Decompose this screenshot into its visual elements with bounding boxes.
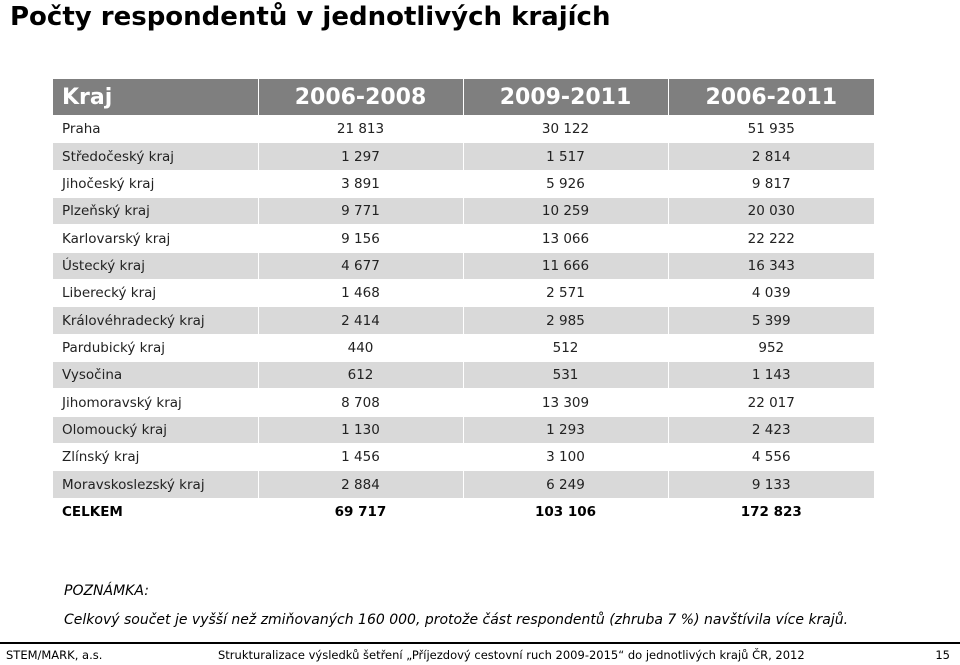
table-row: Praha 21 813 30 122 51 935 xyxy=(53,114,874,143)
column-header-kraj: Kraj xyxy=(53,79,259,116)
footer-company: STEM/MARK, a.s. xyxy=(6,648,103,662)
note-label: POZNÁMKA: xyxy=(64,583,149,599)
value-2006-2008: 1 456 xyxy=(258,443,464,471)
region-name: Jihočeský kraj xyxy=(53,169,259,198)
region-name: Středočeský kraj xyxy=(53,142,259,171)
value-2009-2011: 2 571 xyxy=(463,279,669,307)
table-row: Zlínský kraj 1 456 3 100 4 556 xyxy=(53,443,874,471)
value-2006-2011: 9 133 xyxy=(668,470,874,499)
region-name: Zlínský kraj xyxy=(53,443,259,471)
footer-divider xyxy=(0,642,960,644)
region-name: Liberecký kraj xyxy=(53,279,259,307)
footer: STEM/MARK, a.s. Strukturalizace výsledků… xyxy=(0,648,960,665)
total-label: CELKEM xyxy=(53,497,259,526)
table-row: Pardubický kraj 440 512 952 xyxy=(53,333,874,362)
total-2009-2011: 103 106 xyxy=(463,497,669,526)
value-2006-2011: 51 935 xyxy=(668,114,874,143)
footer-report-title: Strukturalizace výsledků šetření „Příjez… xyxy=(218,648,805,662)
region-name: Karlovarský kraj xyxy=(53,224,259,253)
value-2006-2011: 2 423 xyxy=(668,415,874,444)
value-2009-2011: 1 517 xyxy=(463,142,669,171)
value-2006-2008: 1 130 xyxy=(258,415,464,444)
table-row: Královéhradecký kraj 2 414 2 985 5 399 xyxy=(53,306,874,335)
value-2009-2011: 11 666 xyxy=(463,251,669,280)
table-row: Olomoucký kraj 1 130 1 293 2 423 xyxy=(53,415,874,444)
value-2006-2008: 9 771 xyxy=(258,197,464,225)
value-2006-2008: 1 297 xyxy=(258,142,464,171)
value-2009-2011: 531 xyxy=(463,361,669,389)
value-2006-2008: 2 884 xyxy=(258,470,464,499)
value-2006-2011: 20 030 xyxy=(668,197,874,225)
region-name: Olomoucký kraj xyxy=(53,415,259,444)
table-body: Praha 21 813 30 122 51 935 Středočeský kraj 1… xyxy=(53,114,874,526)
page-title: Počty respondentů v jednotlivých krajích xyxy=(10,2,611,32)
footer-page-number: 15 xyxy=(935,648,950,662)
table-row: Moravskoslezský kraj 2 884 6 249 9 133 xyxy=(53,470,874,499)
value-2006-2008: 8 708 xyxy=(258,388,464,417)
value-2009-2011: 512 xyxy=(463,333,669,362)
region-name: Královéhradecký kraj xyxy=(53,306,259,335)
value-2009-2011: 5 926 xyxy=(463,169,669,198)
table-row: Středočeský kraj 1 297 1 517 2 814 xyxy=(53,142,874,171)
value-2009-2011: 13 066 xyxy=(463,224,669,253)
table-row: Karlovarský kraj 9 156 13 066 22 222 xyxy=(53,224,874,253)
value-2009-2011: 3 100 xyxy=(463,443,669,471)
value-2006-2008: 440 xyxy=(258,333,464,362)
table-row: Vysočina 612 531 1 143 xyxy=(53,361,874,389)
region-name: Plzeňský kraj xyxy=(53,197,259,225)
value-2006-2008: 4 677 xyxy=(258,251,464,280)
value-2009-2011: 2 985 xyxy=(463,306,669,335)
value-2006-2008: 1 468 xyxy=(258,279,464,307)
value-2006-2011: 22 017 xyxy=(668,388,874,417)
value-2009-2011: 30 122 xyxy=(463,114,669,143)
value-2006-2011: 9 817 xyxy=(668,169,874,198)
value-2009-2011: 13 309 xyxy=(463,388,669,417)
total-2006-2008: 69 717 xyxy=(258,497,464,526)
table-row: Plzeňský kraj 9 771 10 259 20 030 xyxy=(53,197,874,225)
table-total-row: CELKEM 69 717 103 106 172 823 xyxy=(53,497,874,526)
value-2006-2011: 5 399 xyxy=(668,306,874,335)
table-row: Jihomoravský kraj 8 708 13 309 22 017 xyxy=(53,388,874,417)
value-2009-2011: 1 293 xyxy=(463,415,669,444)
value-2006-2011: 952 xyxy=(668,333,874,362)
value-2006-2011: 16 343 xyxy=(668,251,874,280)
value-2006-2011: 4 556 xyxy=(668,443,874,471)
region-name: Vysočina xyxy=(53,361,259,389)
column-header-2009-2011: 2009-2011 xyxy=(463,79,669,116)
note-text: Celkový součet je vyšší než zmiňovaných … xyxy=(64,612,849,628)
table-row: Ústecký kraj 4 677 11 666 16 343 xyxy=(53,251,874,280)
value-2006-2008: 3 891 xyxy=(258,169,464,198)
value-2006-2008: 2 414 xyxy=(258,306,464,335)
value-2006-2008: 9 156 xyxy=(258,224,464,253)
region-name: Jihomoravský kraj xyxy=(53,388,259,417)
value-2006-2011: 1 143 xyxy=(668,361,874,389)
region-name: Pardubický kraj xyxy=(53,333,259,362)
value-2009-2011: 6 249 xyxy=(463,470,669,499)
value-2006-2008: 21 813 xyxy=(258,114,464,143)
value-2006-2011: 2 814 xyxy=(668,142,874,171)
value-2006-2008: 612 xyxy=(258,361,464,389)
value-2006-2011: 4 039 xyxy=(668,279,874,307)
value-2009-2011: 10 259 xyxy=(463,197,669,225)
column-header-2006-2008: 2006-2008 xyxy=(258,79,464,116)
total-2006-2011: 172 823 xyxy=(668,497,874,526)
table-row: Jihočeský kraj 3 891 5 926 9 817 xyxy=(53,169,874,198)
region-name: Ústecký kraj xyxy=(53,251,259,280)
respondents-table: Kraj 2006-2008 2009-2011 2006-2011 Praha… xyxy=(53,79,874,526)
region-name: Praha xyxy=(53,114,259,143)
table-row: Liberecký kraj 1 468 2 571 4 039 xyxy=(53,279,874,307)
region-name: Moravskoslezský kraj xyxy=(53,470,259,499)
value-2006-2011: 22 222 xyxy=(668,224,874,253)
table-header-row: Kraj 2006-2008 2009-2011 2006-2011 xyxy=(53,79,874,116)
column-header-2006-2011: 2006-2011 xyxy=(668,79,874,116)
